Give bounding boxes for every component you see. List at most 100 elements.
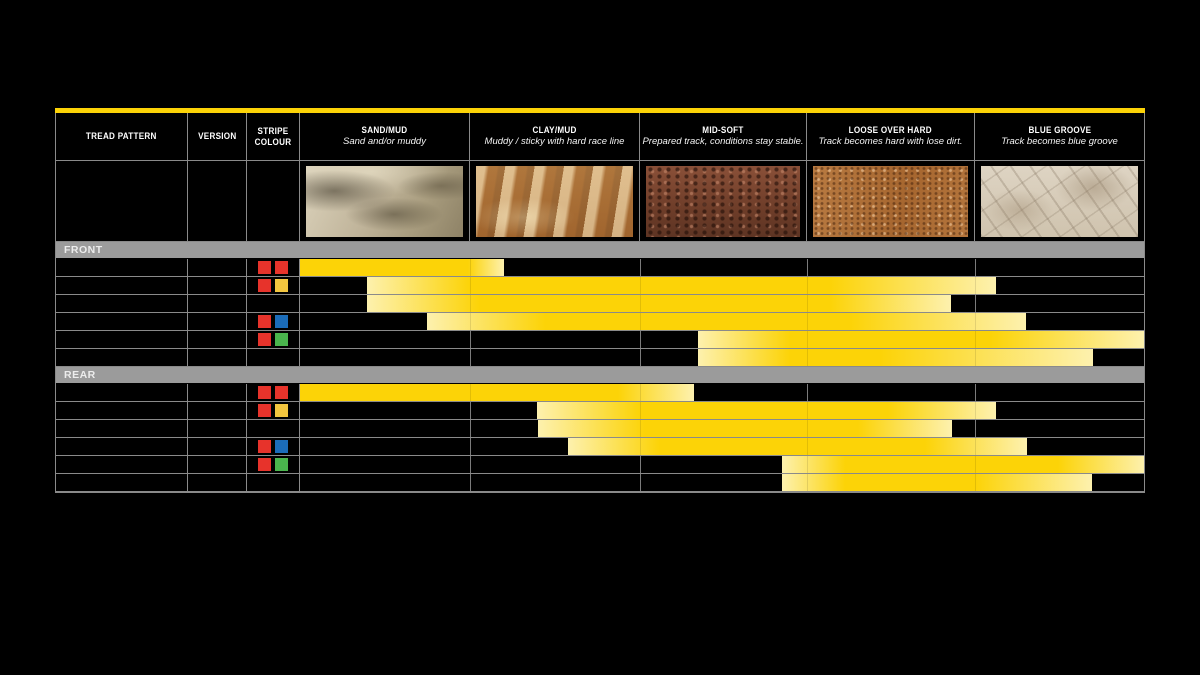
column-title: STRIPE COLOUR (254, 126, 292, 147)
column-subtitle: Sand and/or muddy (343, 136, 426, 148)
table-row (56, 474, 1144, 492)
column-gridline-overlay (470, 474, 471, 491)
stripe-colour-cell (247, 331, 300, 348)
table-row (56, 313, 1144, 331)
column-gridline (640, 349, 641, 366)
column-gridline-overlay (640, 295, 641, 312)
stripe-swatch-red (275, 386, 288, 399)
front-rows (56, 259, 1144, 367)
column-gridline-overlay (807, 456, 808, 473)
terrain-bar-area (300, 259, 1144, 276)
column-subtitle: Track becomes blue groove (1001, 136, 1118, 148)
stripe-colour-cell (247, 456, 300, 473)
column-gridline-overlay (470, 331, 471, 348)
column-gridline-overlay (470, 438, 471, 455)
header-blue-groove: BLUE GROOVE Track becomes blue groove (975, 113, 1144, 160)
tread-pattern-cell (56, 277, 188, 294)
table-row (56, 420, 1144, 438)
stripe-swatch-yellow (275, 279, 288, 292)
column-gridline-overlay (640, 313, 641, 330)
column-gridline-overlay (807, 474, 808, 491)
header-loose-over-hard: LOOSE OVER HARD Track becomes hard with … (807, 113, 975, 160)
tread-pattern-cell (56, 438, 188, 455)
column-gridline-overlay (807, 295, 808, 312)
column-gridline-overlay (640, 384, 641, 401)
version-cell (188, 474, 247, 491)
column-title: TREAD PATTERN (86, 131, 157, 142)
stripe-colour-cell (247, 295, 300, 312)
column-gridline-overlay (470, 456, 471, 473)
column-gridline (640, 474, 641, 491)
stripe-colour-cell (247, 438, 300, 455)
coverage-bar (300, 384, 694, 401)
version-cell (188, 402, 247, 419)
empty-cell (56, 161, 188, 241)
version-cell (188, 295, 247, 312)
column-gridline (470, 402, 471, 419)
version-cell (188, 384, 247, 401)
column-gridline-overlay (807, 277, 808, 294)
column-gridline-overlay (640, 277, 641, 294)
column-gridline-overlay (807, 259, 808, 276)
stripe-swatch-red (258, 261, 271, 274)
column-gridline-overlay (470, 384, 471, 401)
tread-pattern-cell (56, 313, 188, 330)
stripe-colour-cell (247, 277, 300, 294)
coverage-bar (300, 259, 504, 276)
terrain-bar-area (300, 313, 1144, 330)
column-gridline (470, 349, 471, 366)
terrain-bar-area (300, 474, 1144, 491)
column-gridline-overlay (640, 402, 641, 419)
tread-pattern-cell (56, 402, 188, 419)
section-label: FRONT (64, 244, 103, 256)
coverage-bar (698, 331, 1144, 348)
stripe-swatch-green (275, 458, 288, 471)
header-mid-soft: MID-SOFT Prepared track, conditions stay… (640, 113, 807, 160)
column-title: SAND/MUD (361, 124, 408, 135)
column-gridline (975, 384, 976, 401)
column-gridline-overlay (975, 277, 976, 294)
coverage-bar (698, 349, 1093, 366)
column-gridline (975, 259, 976, 276)
empty-cell (247, 161, 300, 241)
column-title: MID-SOFT (702, 124, 744, 135)
terrain-bar-area (300, 420, 1144, 437)
section-header-front: FRONT (56, 242, 1144, 259)
stripe-colour-cell (247, 384, 300, 401)
photo-cell (470, 161, 640, 241)
stripe-swatch-red (275, 261, 288, 274)
column-gridline-overlay (640, 456, 641, 473)
column-gridline-overlay (975, 295, 976, 312)
tread-pattern-cell (56, 331, 188, 348)
stripe-swatch-red (258, 404, 271, 417)
header-version: VERSION (188, 113, 247, 160)
version-cell (188, 277, 247, 294)
table-row (56, 384, 1144, 402)
version-cell (188, 349, 247, 366)
section-header-rear: REAR (56, 367, 1144, 384)
column-gridline-overlay (470, 295, 471, 312)
terrain-bar-area (300, 402, 1144, 419)
terrain-bar-area (300, 277, 1144, 294)
column-subtitle: Track becomes hard with lose dirt. (818, 136, 963, 148)
header-stripe-colour: STRIPE COLOUR (247, 113, 300, 160)
version-cell (188, 331, 247, 348)
column-gridline-overlay (640, 331, 641, 348)
column-gridline (975, 420, 976, 437)
column-gridline-overlay (975, 349, 976, 366)
column-gridline (470, 474, 471, 491)
coverage-bar (568, 438, 1027, 455)
tread-pattern-cell (56, 295, 188, 312)
header-clay-mud: CLAY/MUD Muddy / sticky with hard race l… (470, 113, 640, 160)
column-subtitle: Muddy / sticky with hard race line (484, 136, 625, 148)
terrain-bar-area (300, 456, 1144, 473)
table-row (56, 259, 1144, 277)
column-gridline (640, 331, 641, 348)
column-gridline-overlay (640, 259, 641, 276)
header-row: TREAD PATTERN VERSION STRIPE COLOUR SAND… (56, 113, 1144, 161)
tread-pattern-cell (56, 456, 188, 473)
column-gridline-overlay (807, 313, 808, 330)
stripe-colour-cell (247, 313, 300, 330)
rear-rows (56, 384, 1144, 492)
blue-groove-terrain-photo (981, 166, 1138, 237)
